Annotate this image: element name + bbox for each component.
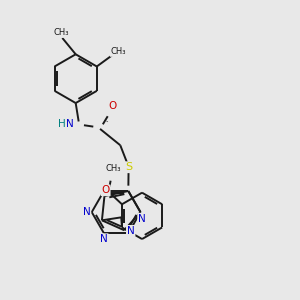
Text: CH₃: CH₃ <box>105 164 121 173</box>
Text: N: N <box>67 119 74 129</box>
Text: N: N <box>127 226 135 236</box>
Text: CH₃: CH₃ <box>53 28 69 37</box>
Text: O: O <box>101 185 110 195</box>
Text: S: S <box>125 162 132 172</box>
Text: N: N <box>138 214 146 224</box>
Text: O: O <box>109 101 117 111</box>
Text: H: H <box>58 119 66 129</box>
Text: N: N <box>100 234 108 244</box>
Text: CH₃: CH₃ <box>110 47 126 56</box>
Text: N: N <box>82 207 90 217</box>
